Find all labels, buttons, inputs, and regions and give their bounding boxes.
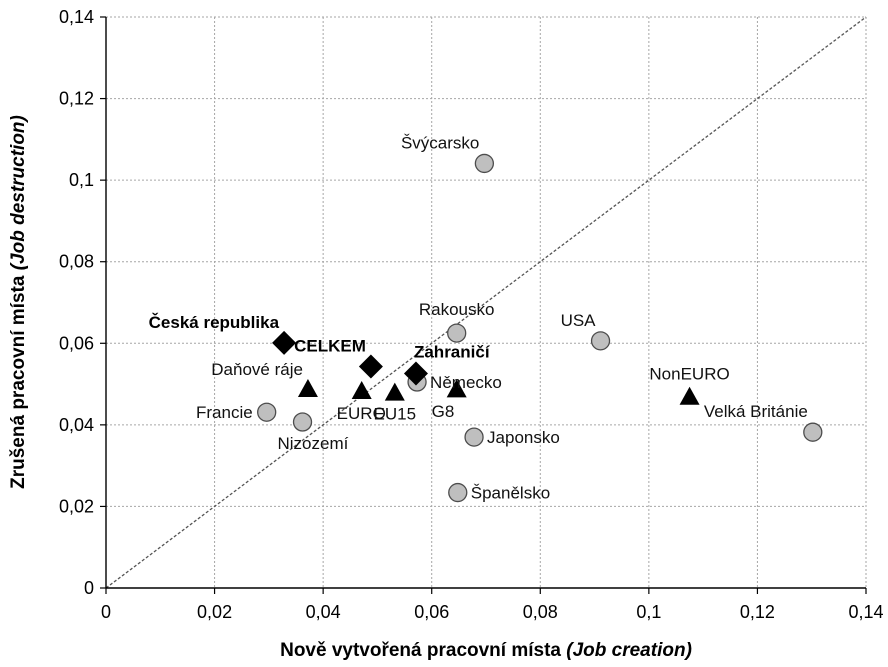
point-label-francie: Francie [196, 403, 253, 422]
point-label-danove-raje: Daňové ráje [211, 360, 303, 379]
y-tick-label: 0,02 [59, 496, 94, 516]
point-triangle-eu15 [384, 382, 405, 401]
point-circle-spanelsko [448, 482, 468, 503]
point-circle-japonsko [464, 427, 484, 447]
y-tick-label: 0,1 [69, 170, 94, 190]
point-label-zahranici: Zahraničí [414, 342, 491, 361]
point-label-svycarsko: Švýcarsko [401, 133, 479, 152]
point-circle-nizozemi [292, 412, 313, 432]
grid-lines [106, 16, 867, 588]
y-tick-label: 0,14 [59, 7, 94, 27]
point-label-celkem: CELKEM [294, 337, 366, 356]
x-axis-title: Nově vytvořená pracovní místa (Job creat… [280, 640, 692, 661]
data-points [257, 153, 823, 503]
point-label-velka-britanie: Velká Británie [704, 402, 808, 421]
point-diamond-ceska-republika [272, 330, 297, 355]
y-tick-label: 0 [84, 578, 94, 598]
point-diamond-celkem [358, 354, 383, 379]
x-tick-labels: 0 0,02 0,04 0,06 0,08 0,1 0,12 0,14 [101, 602, 884, 622]
point-label-euro: EURO [337, 404, 386, 423]
point-label-nizozemi: Nizozemí [278, 434, 349, 453]
y-tick-label: 0,04 [59, 415, 94, 435]
point-circle-velka-britanie [803, 422, 823, 442]
diagonal-reference-line [105, 16, 867, 589]
x-tick-label: 0,06 [414, 602, 449, 622]
point-label-ceska-republika: Česká republika [149, 313, 280, 332]
x-tick-label: 0,04 [306, 602, 341, 622]
y-axis-title: Zrušená pracovní místa (Job destruction) [8, 115, 29, 489]
x-tick-label: 0,14 [848, 602, 883, 622]
point-label-rakousko: Rakousko [419, 300, 495, 319]
point-label-g8: G8 [432, 402, 455, 421]
point-label-nemecko: Německo [430, 373, 502, 392]
point-circle-usa [590, 331, 611, 351]
y-tick-label: 0,12 [59, 89, 94, 109]
point-circle-rakousko [447, 323, 467, 343]
point-triangle-euro [351, 381, 372, 400]
point-circle-francie [257, 402, 277, 422]
x-tick-label: 0,12 [740, 602, 775, 622]
point-triangle-g8 [446, 379, 467, 398]
y-tick-labels: 0 0,02 0,04 0,06 0,08 0,1 0,12 0,14 [59, 7, 94, 598]
x-axis-title-main: Nově vytvořená pracovní místa [280, 640, 566, 661]
y-tick-label: 0,06 [59, 333, 94, 353]
point-triangle-danove-raje [297, 378, 318, 397]
point-circle-svycarsko [474, 153, 495, 174]
axes [100, 16, 867, 594]
point-label-eu15: EU15 [374, 404, 417, 423]
point-labels: Švýcarsko Rakousko USA Německo Francie Nizoze… [149, 133, 808, 502]
x-tick-label: 0,1 [636, 602, 661, 622]
point-label-usa: USA [561, 311, 597, 330]
x-tick-label: 0 [101, 602, 111, 622]
point-triangle-noneuro [679, 386, 700, 405]
y-tick-label: 0,08 [59, 252, 94, 272]
point-label-spanelsko: Španělsko [471, 484, 550, 503]
x-tick-label: 0,02 [197, 602, 232, 622]
point-label-japonsko: Japonsko [487, 428, 560, 447]
point-diamond-zahranici [403, 361, 428, 386]
y-axis-title-main: Zrušená pracovní místa [8, 270, 29, 489]
x-axis-title-italic: (Job creation) [566, 640, 692, 661]
y-axis-title-italic: (Job destruction) [8, 115, 29, 270]
point-label-noneuro: NonEURO [649, 365, 729, 384]
x-tick-label: 0,08 [523, 602, 558, 622]
